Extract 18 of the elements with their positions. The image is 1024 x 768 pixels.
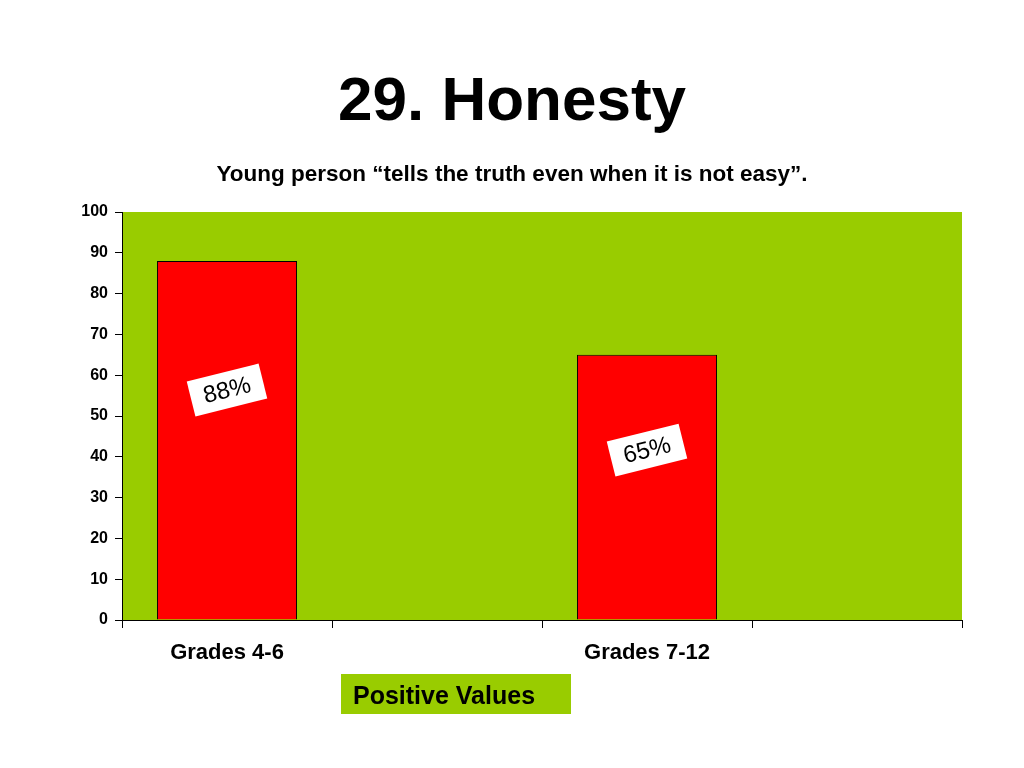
y-tick-label: 0 bbox=[99, 610, 109, 628]
y-tick-label: 20 bbox=[90, 528, 109, 546]
y-tick-label: 50 bbox=[90, 406, 109, 424]
y-tick-label: 10 bbox=[90, 569, 109, 587]
data-label: 65% bbox=[620, 430, 674, 469]
text: Positive Values bbox=[341, 674, 571, 714]
y-tick-label: 80 bbox=[90, 284, 109, 302]
chart-subtitle: Young person “tells the truth even when it is not easy”. bbox=[215, 160, 809, 188]
x-tick-label: Grades 4-6 bbox=[170, 639, 284, 665]
data-label: 88% bbox=[200, 370, 254, 409]
x-tick-label: Grades 7-12 bbox=[584, 639, 710, 665]
y-tick-label: 70 bbox=[90, 324, 109, 342]
y-tick-label: 30 bbox=[90, 488, 109, 506]
y-tick-label: 100 bbox=[81, 202, 109, 220]
chart-title: 29. Honesty bbox=[337, 64, 687, 134]
y-tick-label: 90 bbox=[90, 243, 109, 261]
y-tick-label: 40 bbox=[90, 447, 109, 465]
y-tick-label: 60 bbox=[90, 365, 109, 383]
